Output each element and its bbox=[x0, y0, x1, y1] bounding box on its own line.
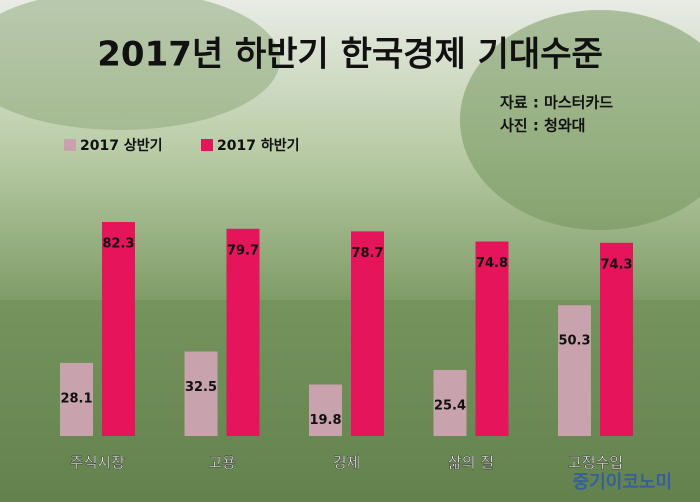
bar bbox=[433, 369, 467, 436]
bar bbox=[226, 228, 260, 436]
bar bbox=[600, 242, 633, 436]
legend-swatch bbox=[201, 139, 213, 151]
bar bbox=[558, 305, 591, 436]
value-label: 74.8 bbox=[476, 256, 508, 271]
chart-title: 2017년 하반기 한국경제 기대수준 bbox=[97, 35, 603, 75]
legend-label: 2017 상반기 bbox=[80, 137, 162, 154]
bar bbox=[309, 384, 342, 436]
x-tick-label: 경제 bbox=[333, 454, 361, 472]
value-label: 28.1 bbox=[60, 391, 92, 406]
legend-swatch bbox=[64, 139, 76, 151]
bar bbox=[184, 351, 218, 436]
value-label: 82.3 bbox=[102, 237, 134, 252]
tree-foliage bbox=[460, 10, 700, 230]
value-label: 79.7 bbox=[227, 243, 259, 258]
watermark: 중기이코노미 bbox=[573, 472, 672, 493]
value-label: 32.5 bbox=[185, 380, 217, 395]
value-label: 25.4 bbox=[434, 398, 466, 413]
x-tick-label: 고정수입 bbox=[568, 454, 623, 472]
photo-credit: 사진 : 청와대 bbox=[500, 117, 585, 135]
bar bbox=[60, 362, 93, 436]
x-tick-label: 고용 bbox=[208, 454, 236, 472]
x-tick-label: 주식시장 bbox=[70, 454, 125, 472]
bar bbox=[351, 231, 384, 436]
tree-foliage bbox=[0, 0, 280, 130]
x-tick-label: 삶의 질 bbox=[448, 454, 494, 472]
legend-label: 2017 하반기 bbox=[217, 137, 299, 154]
value-label: 74.3 bbox=[600, 257, 632, 272]
bar bbox=[102, 222, 135, 436]
value-label: 50.3 bbox=[558, 334, 590, 349]
value-label: 78.7 bbox=[351, 246, 383, 261]
source: 자료 : 마스터카드 bbox=[500, 94, 613, 112]
value-label: 19.8 bbox=[309, 413, 341, 428]
bar bbox=[475, 241, 509, 436]
